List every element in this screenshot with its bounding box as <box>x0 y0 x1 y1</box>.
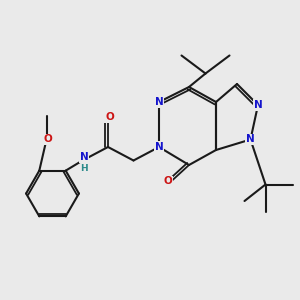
Text: N: N <box>80 152 88 163</box>
Text: N: N <box>154 97 164 107</box>
Text: N: N <box>254 100 262 110</box>
Text: O: O <box>164 176 172 187</box>
Text: O: O <box>44 134 52 145</box>
Text: N: N <box>154 142 164 152</box>
Text: H: H <box>80 164 88 173</box>
Text: O: O <box>105 112 114 122</box>
Text: N: N <box>246 134 255 145</box>
